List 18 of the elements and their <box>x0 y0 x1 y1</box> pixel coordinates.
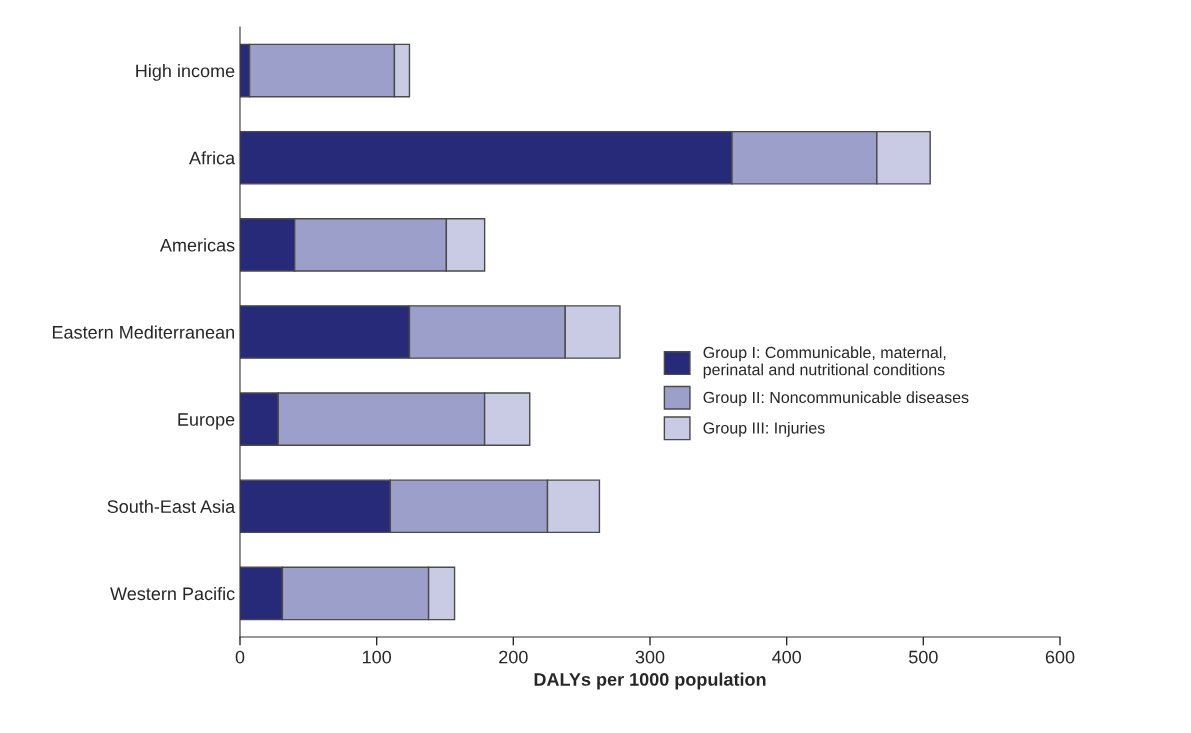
x-axis-title: DALYs per 1000 population <box>534 672 766 690</box>
y-tick-label: High income <box>136 64 235 81</box>
x-tick-label: 0 <box>235 650 245 664</box>
legend-label: Group II: Noncommunicable diseases <box>703 391 969 407</box>
y-tick-label: Africa <box>189 151 236 165</box>
x-tick-label: 600 <box>1045 650 1075 664</box>
x-tick-label: 100 <box>362 650 392 664</box>
x-tick-label: 300 <box>635 650 665 664</box>
y-tick-label: Western Pacific <box>110 586 235 601</box>
y-tick-label: Eastern Mediterranean <box>52 325 234 339</box>
x-tick-label: 400 <box>772 650 802 664</box>
y-tick-label: Europe <box>178 413 235 430</box>
x-tick-label: 500 <box>908 650 938 664</box>
legend-label: Group I: Communicable, maternal, perinatal and nutritional conditions <box>703 346 946 379</box>
y-tick-label: South-East Asia <box>107 499 236 514</box>
legend-label: Group III: Injuries <box>703 421 825 437</box>
x-tick-label: 200 <box>499 650 528 664</box>
y-tick-label: Americas <box>159 238 235 252</box>
